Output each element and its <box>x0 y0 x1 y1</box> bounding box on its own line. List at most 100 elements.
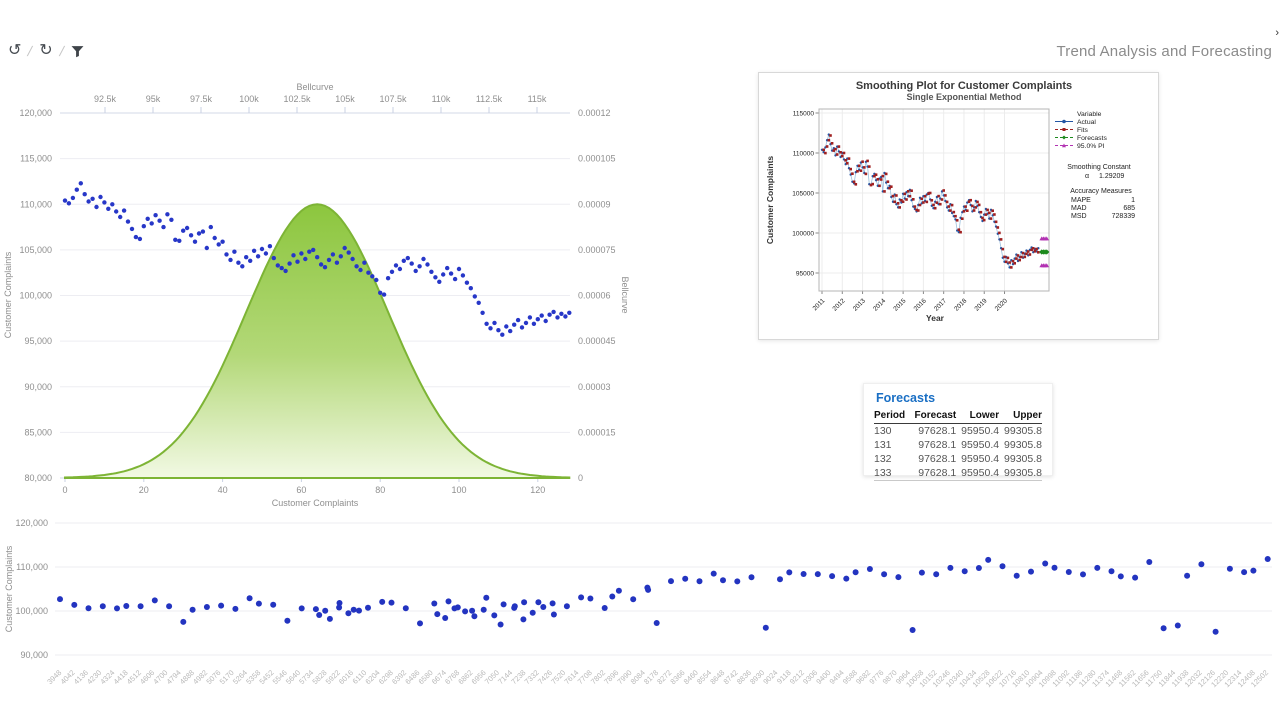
scatter-point <box>125 219 131 224</box>
header-cell: Lower <box>956 409 1000 424</box>
axis-tick-label: 100k <box>239 94 259 104</box>
fit-point <box>842 151 846 155</box>
fit-point <box>949 209 952 212</box>
scatter-point <box>189 606 196 613</box>
scatter-point <box>267 244 273 249</box>
scatter-point <box>184 225 190 231</box>
fit-point <box>898 206 901 209</box>
scatter-point <box>529 609 536 616</box>
fit-point <box>847 157 851 160</box>
scatter-point <box>520 616 527 623</box>
fit-point <box>959 230 962 234</box>
axis-tick-label: 2013 <box>852 297 867 312</box>
scatter-point <box>246 595 253 602</box>
scatter-point <box>180 618 187 625</box>
fit-point <box>1035 247 1038 251</box>
scatter-point <box>66 201 72 206</box>
scatter-point <box>316 612 323 618</box>
fit-point <box>1008 261 1011 264</box>
fit-point <box>830 142 834 145</box>
scatter-point <box>307 249 312 254</box>
fit-point <box>1006 256 1010 260</box>
alpha-symbol: α <box>1085 173 1089 180</box>
fit-point <box>952 210 956 214</box>
scatter-point <box>492 320 497 326</box>
fit-point <box>984 213 988 216</box>
scatter-point <box>497 621 504 628</box>
axis-tick-label: 110,000 <box>20 199 52 209</box>
smoothing-plot-canvas: Smoothing Plot for Customer ComplaintsSi… <box>765 80 1135 323</box>
axis-tick-label: 85,000 <box>24 427 52 437</box>
filter-icon[interactable] <box>69 45 86 58</box>
scatter-point <box>508 328 513 334</box>
scatter-point <box>852 569 859 576</box>
fit-point <box>932 203 935 207</box>
fit-point <box>961 217 964 220</box>
axis-tick-label: 0.000105 <box>578 154 616 164</box>
scatter-point <box>298 605 305 612</box>
fit-point <box>844 159 847 162</box>
fit-point <box>1028 253 1032 256</box>
legend-label: Fits <box>1077 127 1089 134</box>
scatter-point <box>417 264 422 269</box>
scatter-point <box>1132 574 1139 581</box>
fit-point <box>976 200 979 204</box>
scatter-point <box>378 290 383 295</box>
scatter-point <box>777 576 783 583</box>
fit-point <box>944 194 947 197</box>
fit-point <box>974 206 978 209</box>
axis-tick-label: 2018 <box>953 297 968 312</box>
scatter-point <box>255 254 261 259</box>
scatter-point <box>1108 568 1115 575</box>
fit-point <box>922 201 925 204</box>
actual-line <box>821 134 1039 269</box>
toolbar: ↺ / ↻ / Trend Analysis and Forecasting <box>6 38 1272 64</box>
fit-point <box>991 209 994 212</box>
scatter-point <box>748 574 755 581</box>
scatter-point <box>464 280 470 285</box>
fit-point <box>827 138 831 142</box>
accuracy-name: MAD <box>1071 205 1087 212</box>
fit-point <box>832 149 836 152</box>
legend-label: Forecasts <box>1077 135 1107 142</box>
scatter-point <box>334 260 340 265</box>
table-cell: 95950.4 <box>961 467 1000 479</box>
axis-tick-label: 95000 <box>796 271 814 278</box>
fit-point <box>986 208 989 212</box>
scatter-point <box>208 224 213 230</box>
scatter-point <box>682 575 689 582</box>
fit-point <box>881 174 885 178</box>
fit-point <box>839 151 842 154</box>
toolbar-tools: ↺ / ↻ / <box>6 43 86 59</box>
scatter-point <box>354 264 359 269</box>
scatter-point <box>336 600 343 606</box>
scatter-point <box>133 234 139 240</box>
scatter-point <box>829 573 836 580</box>
chevron-icon[interactable]: › <box>1275 27 1279 39</box>
scatter-point <box>421 256 426 262</box>
scatter-point <box>445 265 450 271</box>
scatter-point <box>62 198 68 203</box>
refresh-icon[interactable]: ↻ <box>39 42 53 59</box>
scatter-point <box>472 294 477 299</box>
scatter-point <box>350 256 355 262</box>
scatter-point <box>515 317 521 323</box>
undo-icon[interactable]: ↺ <box>8 42 22 59</box>
scatter-point <box>587 595 594 602</box>
right-axis-title: Bellcurve <box>620 276 630 313</box>
scatter-point <box>141 224 146 229</box>
scatter-point <box>1146 559 1153 565</box>
table-cell: 95950.4 <box>961 439 1000 451</box>
axis-tick-label: 0.000075 <box>578 245 616 255</box>
fit-point <box>835 153 839 156</box>
fit-point <box>967 200 971 203</box>
scatter-point <box>563 314 568 319</box>
accuracy-value: 685 <box>1123 205 1135 212</box>
scatter-point <box>1028 568 1034 575</box>
scatter-point <box>484 321 489 326</box>
scatter-point <box>527 315 533 320</box>
scatter-point <box>985 556 992 563</box>
fit-point <box>1021 251 1025 255</box>
smoothing-plot-panel: Smoothing Plot for Customer Complaints Si… <box>758 72 1159 340</box>
scatter-point <box>521 599 528 606</box>
